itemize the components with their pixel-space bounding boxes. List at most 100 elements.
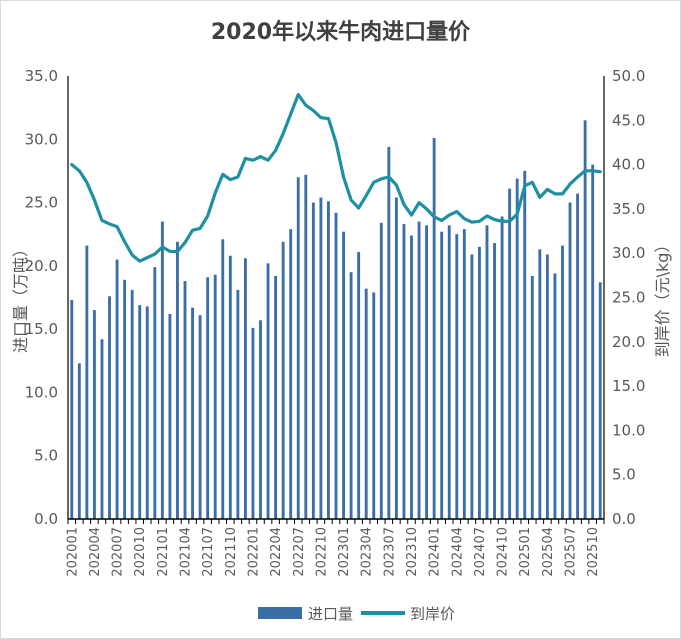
y-left-tick-label: 15.0 xyxy=(25,320,58,338)
bar xyxy=(243,258,247,519)
legend-label-line: 到岸价 xyxy=(410,605,455,623)
bar xyxy=(304,174,308,519)
x-tick-label: 202210 xyxy=(314,527,329,577)
y-right-tick-label: 0.0 xyxy=(612,510,636,528)
x-tick-label: 202110 xyxy=(224,527,239,577)
bar xyxy=(206,277,210,519)
y-left-tick-label: 0.0 xyxy=(34,510,58,528)
bar xyxy=(523,170,527,519)
y-right-tick-label: 15.0 xyxy=(612,377,645,395)
bar xyxy=(553,273,557,519)
y-right-tick-label: 5.0 xyxy=(612,466,636,484)
bar xyxy=(251,327,255,519)
bar xyxy=(402,224,406,520)
bar xyxy=(334,212,338,519)
bar xyxy=(266,263,270,519)
bar xyxy=(130,289,134,519)
bar xyxy=(77,363,81,519)
bar xyxy=(349,272,353,519)
x-tick-label: 202504 xyxy=(541,527,556,577)
x-tick-label: 202010 xyxy=(133,527,148,577)
x-tick-label: 202401 xyxy=(428,527,443,577)
x-tick-label: 202310 xyxy=(405,527,420,577)
x-tick-label: 202307 xyxy=(382,527,397,577)
x-tick-label: 202107 xyxy=(201,527,216,577)
bar xyxy=(515,178,519,519)
y-right-tick-label: 30.0 xyxy=(612,244,645,262)
bar xyxy=(342,231,345,519)
bar xyxy=(500,216,504,519)
bar xyxy=(440,231,444,519)
x-tick-label: 202510 xyxy=(586,527,601,577)
y-right-tick-label: 45.0 xyxy=(612,111,645,129)
bar xyxy=(327,201,330,519)
bar xyxy=(311,202,315,520)
bar xyxy=(485,225,489,519)
y-left-tick-label: 20.0 xyxy=(25,257,58,275)
x-tick-label: 202410 xyxy=(496,527,511,577)
x-tick-label: 202301 xyxy=(337,527,352,577)
bar xyxy=(138,305,142,519)
bar xyxy=(296,177,300,519)
bar xyxy=(115,259,119,519)
bar xyxy=(145,306,149,519)
bar xyxy=(545,254,549,520)
x-tick-label: 202507 xyxy=(564,527,579,577)
y-right-tick-label: 50.0 xyxy=(612,67,645,85)
bar xyxy=(153,267,157,519)
y-left-tick-label: 10.0 xyxy=(25,383,58,401)
bar xyxy=(493,243,496,519)
bar xyxy=(425,225,429,519)
bar xyxy=(236,289,240,519)
bar xyxy=(591,164,595,519)
bar xyxy=(191,307,194,519)
bar xyxy=(576,193,580,519)
legend-label-bar: 进口量 xyxy=(308,605,353,623)
price-line xyxy=(70,93,602,263)
bar xyxy=(281,241,285,519)
x-tick-label: 202304 xyxy=(360,527,375,577)
bar xyxy=(213,274,217,519)
bar xyxy=(470,254,474,520)
bar xyxy=(168,313,172,519)
bar xyxy=(530,275,534,519)
y-right-tick-label: 20.0 xyxy=(612,333,645,351)
bar xyxy=(319,197,323,519)
x-tick-label: 202101 xyxy=(156,527,171,577)
bar xyxy=(221,239,225,519)
x-tick-label: 202204 xyxy=(269,527,284,577)
bar xyxy=(70,300,74,519)
bar xyxy=(598,282,602,519)
bar xyxy=(447,225,451,519)
bar xyxy=(410,235,413,520)
y-left-tick-label: 30.0 xyxy=(25,130,58,148)
legend-swatch-bar xyxy=(258,607,302,619)
bar xyxy=(462,229,466,519)
bar xyxy=(508,188,512,520)
bar xyxy=(176,241,179,519)
y-right-tick-label: 35.0 xyxy=(612,200,645,218)
bar xyxy=(289,229,293,519)
bar xyxy=(198,315,202,519)
bar xyxy=(478,246,481,519)
bar xyxy=(100,339,104,519)
bar xyxy=(274,275,278,519)
x-tick-label: 202207 xyxy=(292,527,307,577)
y-axis-right-label: 到岸价（元\kg） xyxy=(653,237,672,358)
bar xyxy=(160,221,164,520)
bar xyxy=(85,245,89,519)
y-right-tick-label: 25.0 xyxy=(612,289,645,307)
y-right-tick-label: 40.0 xyxy=(612,156,645,174)
legend: 进口量 到岸价 xyxy=(258,605,455,623)
x-tick-label: 202001 xyxy=(65,527,80,577)
bar xyxy=(394,197,398,519)
x-tick-label: 202201 xyxy=(246,527,261,577)
bar xyxy=(379,222,383,519)
x-tick-label: 202007 xyxy=(111,527,126,577)
bar xyxy=(455,234,459,519)
bar xyxy=(108,296,111,519)
y-axis-left-label: 进口量（万吨） xyxy=(11,241,30,353)
bar xyxy=(561,245,564,519)
